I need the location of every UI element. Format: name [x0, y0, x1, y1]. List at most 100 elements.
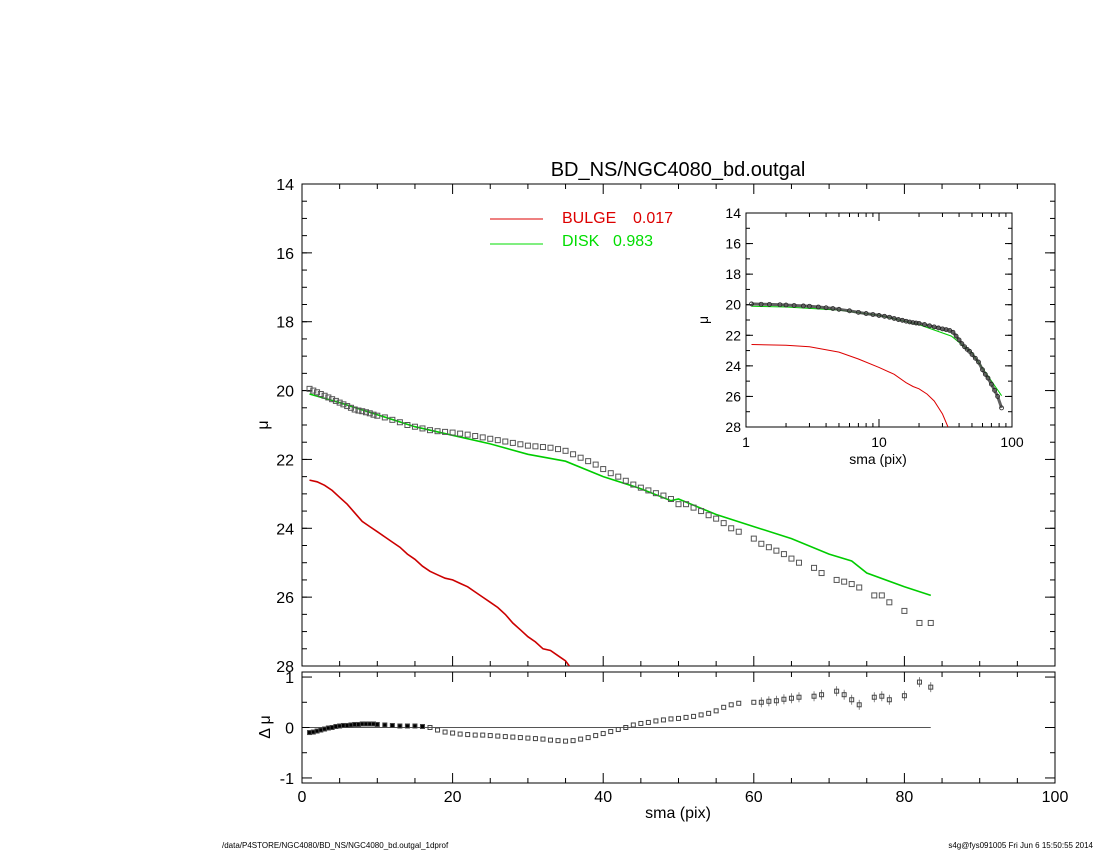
main-data-point — [487, 435, 494, 442]
residual-data-point — [547, 737, 553, 743]
inset-plot-frame — [745, 212, 1013, 428]
residual-data-point — [638, 720, 644, 726]
main-data-point — [780, 551, 787, 558]
residual-data-point — [916, 679, 922, 685]
inset-y-tick-label: 14 — [725, 205, 741, 221]
residual-data-point — [796, 694, 802, 700]
residual-data-point — [465, 732, 471, 738]
residual-data-point — [660, 717, 666, 723]
main-data-point — [878, 592, 885, 599]
residual-data-point — [472, 732, 478, 738]
main-data-point — [856, 584, 863, 591]
residual-data-point — [435, 727, 441, 733]
inset-y-tick-label: 20 — [725, 297, 741, 313]
main-data-point — [374, 412, 381, 419]
main-data-point — [427, 427, 434, 434]
inset-y-tick-label: 16 — [725, 236, 741, 252]
residual-data-point — [389, 722, 395, 728]
residual-data-point — [928, 684, 934, 690]
inset-data-point — [910, 320, 916, 325]
inset-data-point — [855, 309, 861, 315]
residual-data-point — [811, 693, 817, 699]
inset-data-point — [985, 375, 991, 381]
residual-data-point — [721, 704, 727, 710]
main-data-point — [464, 431, 471, 438]
inset-y-tick-label: 22 — [725, 327, 741, 343]
inset-data-point — [988, 381, 994, 387]
residual-data-point — [781, 696, 787, 702]
main-data-point — [502, 438, 509, 445]
inset-y-tick-label: 18 — [725, 266, 741, 282]
main-data-point — [720, 520, 727, 527]
residual-data-point — [849, 697, 855, 703]
main-data-point — [332, 397, 339, 404]
inset-data-point — [876, 313, 882, 318]
main-data-point — [735, 528, 742, 535]
inset-data-point — [882, 313, 887, 319]
main-y-tick-label: 18 — [276, 315, 294, 332]
main-y-tick-label: 20 — [276, 384, 294, 401]
main-data-point — [370, 411, 377, 418]
residual-data-point — [691, 713, 697, 719]
residual-data-point — [397, 723, 403, 729]
main-data-point — [690, 504, 697, 511]
residual-series-group — [307, 677, 934, 744]
residual-data-point — [871, 694, 877, 700]
main-data-point — [675, 501, 682, 508]
main-data-point — [750, 535, 757, 542]
main-x-ticks — [301, 184, 1056, 666]
inset-data-point — [931, 324, 937, 330]
main-panel: BD_NS/NGC4080_bd.outgal μ 14 16 18 20 22 24 26… — [255, 159, 1056, 676]
main-data-point — [325, 394, 332, 401]
main-bulge-line — [309, 479, 570, 666]
inset-data-point — [887, 314, 892, 320]
residual-x-ticks: 0 20 40 60 80 100 — [298, 672, 1068, 806]
inset-data-point — [976, 359, 981, 365]
inset-x-tick-label: 10 — [871, 434, 887, 450]
residual-data-point — [623, 725, 629, 730]
inset-panel: μ sma (pix) 14 16 18 20 22 24 26 28 1 10 100 — [695, 205, 1024, 467]
main-data-point — [359, 408, 366, 415]
inset-data-point — [891, 316, 897, 321]
residual-data-point — [886, 697, 892, 703]
residual-y-axis-label: Δ μ — [257, 715, 274, 738]
residual-data-point — [676, 715, 681, 721]
main-data-point — [389, 416, 396, 423]
residual-data-point — [630, 722, 636, 728]
main-data-point — [340, 401, 347, 408]
main-data-point — [683, 501, 690, 508]
main-data-point — [630, 481, 637, 488]
main-data-point — [841, 578, 848, 585]
inset-y-tick-label: 26 — [725, 388, 741, 404]
main-disk-line — [309, 393, 932, 597]
main-data-point — [457, 430, 464, 437]
main-data-point — [811, 564, 818, 571]
main-data-point — [442, 428, 449, 435]
residual-data-point — [773, 698, 779, 704]
residual-x-axis-label: sma (pix) — [645, 805, 711, 822]
main-data-point — [321, 392, 328, 399]
main-data-point — [517, 441, 524, 448]
inset-data-point — [783, 302, 789, 308]
main-data-point — [366, 410, 373, 417]
main-data-point — [698, 508, 705, 515]
main-data-point — [547, 444, 554, 451]
residual-data-point — [645, 719, 651, 725]
main-data-point — [314, 389, 321, 396]
residual-x-tick-label: 20 — [444, 789, 462, 806]
inset-data-point — [995, 394, 1001, 399]
residual-data-point — [502, 734, 508, 740]
residual-x-tick-label: 60 — [745, 789, 763, 806]
inset-data-point — [907, 319, 913, 325]
main-y-tick-label: 26 — [276, 590, 294, 607]
residual-data-point — [788, 695, 794, 701]
main-data-point — [833, 576, 840, 583]
main-data-point — [524, 442, 531, 449]
main-data-point — [645, 487, 652, 494]
main-data-point — [788, 555, 795, 562]
residual-data-point — [819, 692, 825, 698]
main-data-point — [509, 439, 516, 446]
inset-data-point — [969, 351, 975, 357]
inset-x-axis-label: sma (pix) — [849, 451, 907, 467]
inset-data-point — [982, 371, 988, 377]
